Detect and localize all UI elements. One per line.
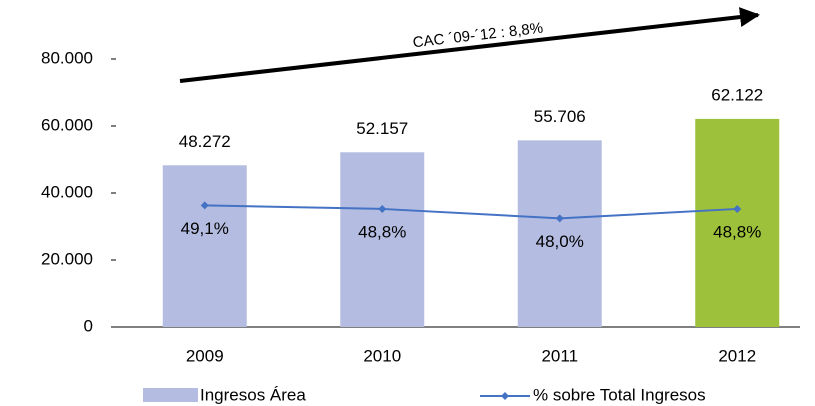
y-tick-label: 20.000 xyxy=(41,249,93,268)
y-tick-label: 0 xyxy=(84,316,93,335)
growth-arrow xyxy=(179,7,760,83)
y-tick-label: 60.000 xyxy=(41,115,93,134)
y-tick-label: 80.000 xyxy=(41,48,93,67)
x-tick-label: 2012 xyxy=(718,346,756,365)
legend-marker xyxy=(501,392,509,400)
legend-swatch xyxy=(143,388,198,402)
bar xyxy=(162,165,247,327)
line-value-label: 48,0% xyxy=(536,232,584,251)
x-tick-label: 2009 xyxy=(186,346,224,365)
legend-label: Ingresos Área xyxy=(200,385,306,404)
x-tick-label: 2011 xyxy=(541,346,578,365)
bar xyxy=(517,140,602,327)
y-tick-label: 40.000 xyxy=(41,182,93,201)
line-value-label: 48,8% xyxy=(358,222,406,241)
legend-label: % sobre Total Ingresos xyxy=(533,385,706,404)
line-series xyxy=(204,204,738,220)
bar xyxy=(695,118,780,327)
bar-value-label: 55.706 xyxy=(534,107,586,126)
bar-value-label: 52.157 xyxy=(356,119,408,138)
line-marker xyxy=(200,201,209,210)
bar-value-label: 62.122 xyxy=(711,85,763,104)
line-marker xyxy=(378,204,387,213)
line-value-label: 48,8% xyxy=(713,222,761,241)
line-marker xyxy=(555,214,564,223)
x-tick-label: 2010 xyxy=(363,346,401,365)
line-marker xyxy=(733,204,742,213)
bar xyxy=(340,152,425,327)
line-value-label: 49,1% xyxy=(181,219,229,238)
bar-value-label: 48.272 xyxy=(179,132,231,151)
